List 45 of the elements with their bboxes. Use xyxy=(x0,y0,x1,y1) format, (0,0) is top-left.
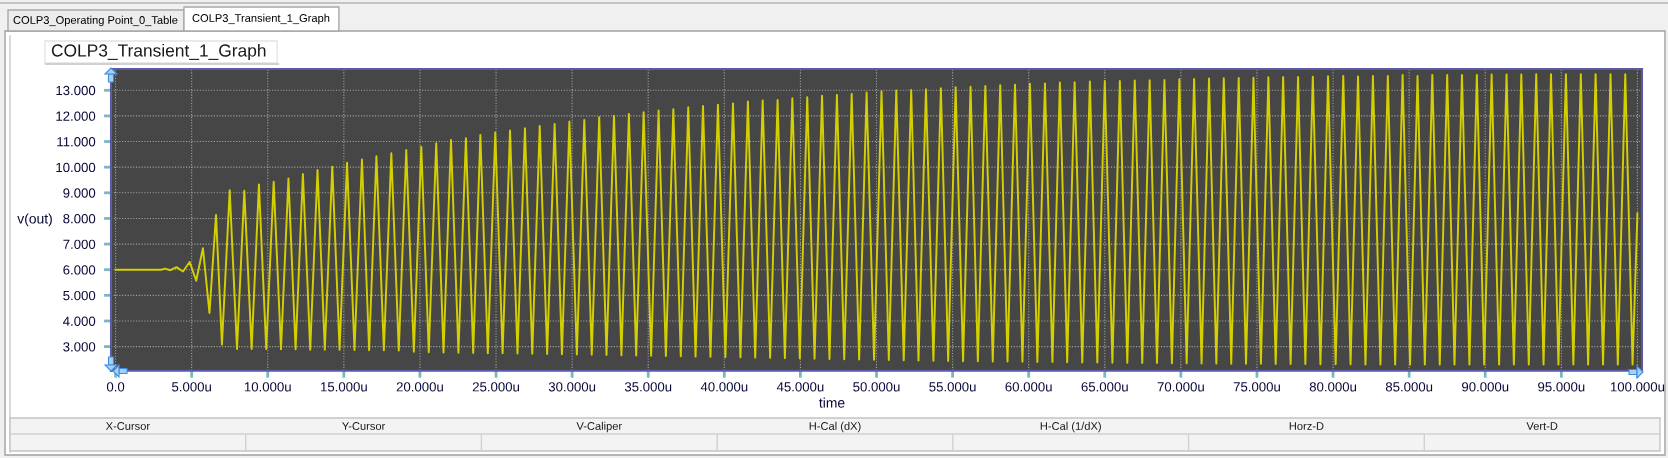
x-tick-label: 60.000u xyxy=(1005,382,1052,392)
y-tick-label: 3.000 xyxy=(63,342,96,352)
chart-title: COLP3_Transient_1_Graph xyxy=(51,43,266,61)
line-series xyxy=(114,73,1639,366)
y-tick-label: 4.000 xyxy=(63,316,96,326)
text: X-Cursor xyxy=(105,422,150,430)
x-tick-label: 85.000u xyxy=(1385,382,1433,392)
x-tick-label: 10.000u xyxy=(244,382,291,392)
text: Vert-D xyxy=(1526,422,1558,430)
y-tick-label: 7.000 xyxy=(63,239,96,249)
text: V-Caliper xyxy=(576,421,622,433)
x-tick-label: 95.000u xyxy=(1538,382,1585,392)
x-tick-label: 65.000u xyxy=(1081,382,1128,392)
x-tick-label: 55.000u xyxy=(929,382,976,392)
x-tick-label: 80.000u xyxy=(1309,382,1357,392)
y-tick-label: 11.000 xyxy=(57,137,96,147)
text: COLP3_Operating Point_0_Table xyxy=(13,15,178,27)
x-tick-label: 45.000u xyxy=(776,382,824,392)
y-tick-label: 10.000 xyxy=(56,162,96,173)
x-tick-label: 15.000u xyxy=(321,382,367,392)
x-tick-label: 100.000u xyxy=(1610,382,1665,392)
x-tick-label: 30.000u xyxy=(548,382,596,392)
y-axis-title: v(out) xyxy=(17,213,52,227)
x-tick-label: 20.000u xyxy=(396,382,443,392)
y-tick-label: 6.000 xyxy=(63,265,96,275)
y-tick-label: 9.000 xyxy=(63,188,96,198)
text: H-Cal (dX) xyxy=(809,421,861,433)
x-tick-label: 0.0 xyxy=(106,382,125,392)
text: H-Cal (1/dX) xyxy=(1040,421,1101,433)
text: Y-Cursor xyxy=(342,422,386,430)
x-tick-label: 25.000u xyxy=(472,382,520,392)
x-axis-title: time xyxy=(819,397,845,408)
x-tick-label: 35.000u xyxy=(624,382,672,392)
y-tick-label: 8.000 xyxy=(63,214,96,224)
x-tick-label: 90.000u xyxy=(1462,382,1509,392)
text: COLP3_Transient_1_Graph xyxy=(192,13,330,25)
x-tick-label: 70.000u xyxy=(1157,382,1204,392)
x-tick-label: 50.000u xyxy=(853,382,900,392)
y-tick-label: 5.000 xyxy=(63,290,96,301)
y-tick-label: 13.000 xyxy=(56,85,96,96)
x-tick-label: 5.000u xyxy=(172,382,211,392)
x-tick-label: 75.000u xyxy=(1233,382,1280,392)
y-tick-label: 12.000 xyxy=(56,111,96,121)
x-tick-label: 40.000u xyxy=(700,382,748,392)
text: Horz-D xyxy=(1289,422,1324,430)
